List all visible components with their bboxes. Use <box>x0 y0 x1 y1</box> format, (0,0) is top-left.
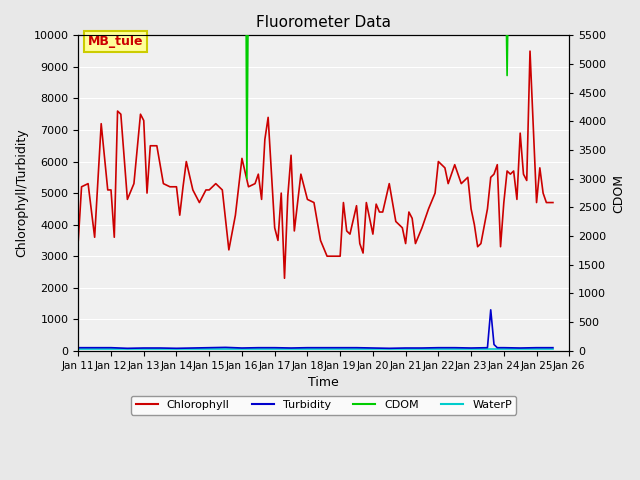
Y-axis label: CDOM: CDOM <box>612 174 625 213</box>
Legend: Chlorophyll, Turbidity, CDOM, WaterP: Chlorophyll, Turbidity, CDOM, WaterP <box>131 396 516 415</box>
Y-axis label: Chlorophyll/Turbidity: Chlorophyll/Turbidity <box>15 129 28 257</box>
Text: MB_tule: MB_tule <box>88 35 143 48</box>
X-axis label: Time: Time <box>308 376 339 389</box>
Title: Fluorometer Data: Fluorometer Data <box>256 15 391 30</box>
